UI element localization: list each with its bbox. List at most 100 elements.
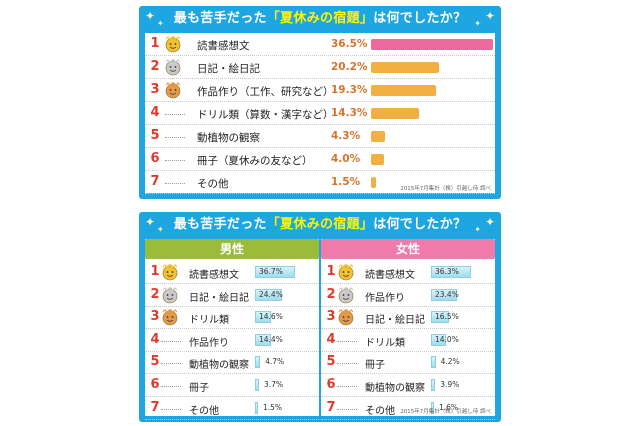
gold-medal-face-icon	[159, 263, 181, 281]
dotted-leader	[165, 160, 185, 161]
chart-row: 2 日記・絵日記 24.4%	[145, 285, 319, 307]
value-label: 14.6%	[259, 312, 283, 322]
rank-number: 1	[326, 264, 336, 279]
category-label: ドリル類	[189, 315, 229, 327]
category-label: その他	[365, 405, 395, 417]
category-label: その他	[189, 405, 219, 417]
chart-body: 男性 1 読書感想文 36.7% 2 日記・絵日記 24.4% 3 ドリル類 14.6% 4 作品作…	[145, 239, 495, 420]
chart-row: 7 その他 1.6%	[321, 398, 495, 420]
chart-row: 5 冊子 4.2%	[321, 352, 495, 375]
sparkle-icon: ✦	[157, 19, 164, 28]
rank-number: 2	[150, 286, 160, 302]
bar	[371, 108, 419, 119]
dotted-leader	[337, 340, 357, 342]
bar	[371, 131, 386, 142]
gold-medal-face-icon	[162, 35, 184, 53]
chart-row: 6 動植物の観察 3.9%	[321, 375, 495, 397]
bronze-medal-face-icon	[162, 81, 184, 99]
bar	[255, 333, 271, 346]
rank-number: 7	[150, 174, 160, 189]
rank-number: 3	[150, 82, 160, 97]
value-label: 36.3%	[435, 267, 459, 276]
value-label: 3.9%	[440, 380, 460, 389]
dotted-leader	[165, 137, 185, 138]
bar	[255, 379, 260, 391]
female-column-header: 女性	[321, 239, 495, 259]
chart-row: 7 その他 1.5%	[145, 398, 319, 420]
rank-number: 1	[150, 36, 160, 51]
bar	[371, 39, 493, 50]
category-label: 動植物の観察	[189, 360, 249, 372]
category-label: 日記・絵日記	[365, 315, 425, 327]
dotted-leader	[161, 363, 181, 365]
value-label: 23.4%	[435, 289, 459, 299]
bar	[255, 266, 295, 278]
bar	[431, 401, 434, 414]
category-label: 動植物の観察	[365, 383, 425, 394]
chart-row: 2 日記・絵日記 20.2%	[145, 57, 495, 79]
bar	[371, 154, 385, 165]
dotted-leader	[337, 408, 357, 410]
category-label: 作品作り	[365, 292, 405, 304]
sparkle-icon: ✦	[145, 215, 156, 229]
value-label: 16.5%	[435, 312, 459, 322]
bar	[431, 379, 436, 391]
category-label: 日記・絵日記	[197, 63, 260, 75]
gender-chart-panel: ✦ ✦ ✦ ✦ 最も苦手だった「夏休みの宿題」は何でしたか？ 男性 1 読書感想文…	[139, 212, 501, 422]
bar	[371, 62, 439, 73]
category-label: 冊子（夏休みの友など）	[197, 155, 313, 167]
chart-row: 1 読書感想文 36.7%	[145, 262, 319, 284]
rank-number: 6	[150, 151, 160, 166]
category-label: 冊子	[365, 360, 385, 372]
rank-number: 6	[150, 377, 160, 392]
bar	[255, 311, 271, 324]
value-label: 4.2%	[440, 357, 460, 367]
bar	[255, 356, 261, 369]
bar	[255, 401, 258, 414]
sparkle-icon: ✦	[484, 9, 495, 23]
category-label: 読書感想文	[197, 40, 250, 52]
bar	[371, 85, 436, 96]
rank-number: 7	[326, 399, 336, 415]
bar	[431, 311, 449, 324]
female-column: 女性 1 読書感想文 36.3% 2 作品作り 23.4% 3 日記・絵日記 16.5% 4 ドリル…	[321, 239, 495, 420]
rank-number: 3	[150, 309, 160, 325]
bar	[431, 266, 471, 278]
value-label: 1.6%	[439, 402, 459, 412]
category-label: ドリル類	[365, 337, 405, 349]
dotted-leader	[337, 386, 357, 387]
rank-number: 4	[150, 105, 160, 120]
chart-row: 2 作品作り 23.4%	[321, 285, 495, 307]
chart-row: 3 日記・絵日記 16.5%	[321, 307, 495, 330]
chart-row: 1 読書感想文 36.3%	[321, 262, 495, 284]
value-label: 36.7%	[259, 267, 283, 276]
rank-number: 5	[150, 128, 160, 143]
category-label: その他	[197, 178, 229, 190]
silver-medal-face-icon	[335, 286, 357, 304]
rank-number: 4	[150, 331, 160, 347]
category-label: 冊子	[189, 383, 209, 394]
chart-row: 4 ドリル類 14.0%	[321, 330, 495, 352]
dotted-leader	[165, 114, 185, 115]
dotted-leader	[161, 386, 181, 387]
value-label: 36.5%	[331, 38, 368, 50]
rank-number: 5	[326, 354, 336, 370]
rank-number: 7	[150, 399, 160, 415]
dotted-leader	[337, 363, 357, 365]
silver-medal-face-icon	[159, 286, 181, 304]
chart-body: 2015年7月集計（株）引越し侍 調べ 1 読書感想文 36.5% 2 日記・絵日記 20…	[145, 33, 495, 194]
value-label: 4.7%	[265, 357, 285, 367]
dotted-leader	[165, 183, 185, 184]
bar	[371, 177, 376, 188]
chart-row: 6 冊子（夏休みの友など） 4.0%	[145, 149, 495, 171]
value-label: 3.7%	[264, 380, 284, 389]
rank-number: 3	[326, 309, 336, 325]
male-column-header: 男性	[145, 239, 319, 259]
chart-row: 5 動植物の観察 4.3%	[145, 126, 495, 148]
rank-number: 1	[150, 264, 160, 279]
sparkle-icon: ✦	[145, 9, 156, 23]
bar	[431, 356, 436, 369]
chart-row: 4 作品作り 14.4%	[145, 330, 319, 352]
category-label: ドリル類（算数・漢字など）	[197, 109, 334, 121]
value-label: 14.0%	[435, 334, 459, 344]
